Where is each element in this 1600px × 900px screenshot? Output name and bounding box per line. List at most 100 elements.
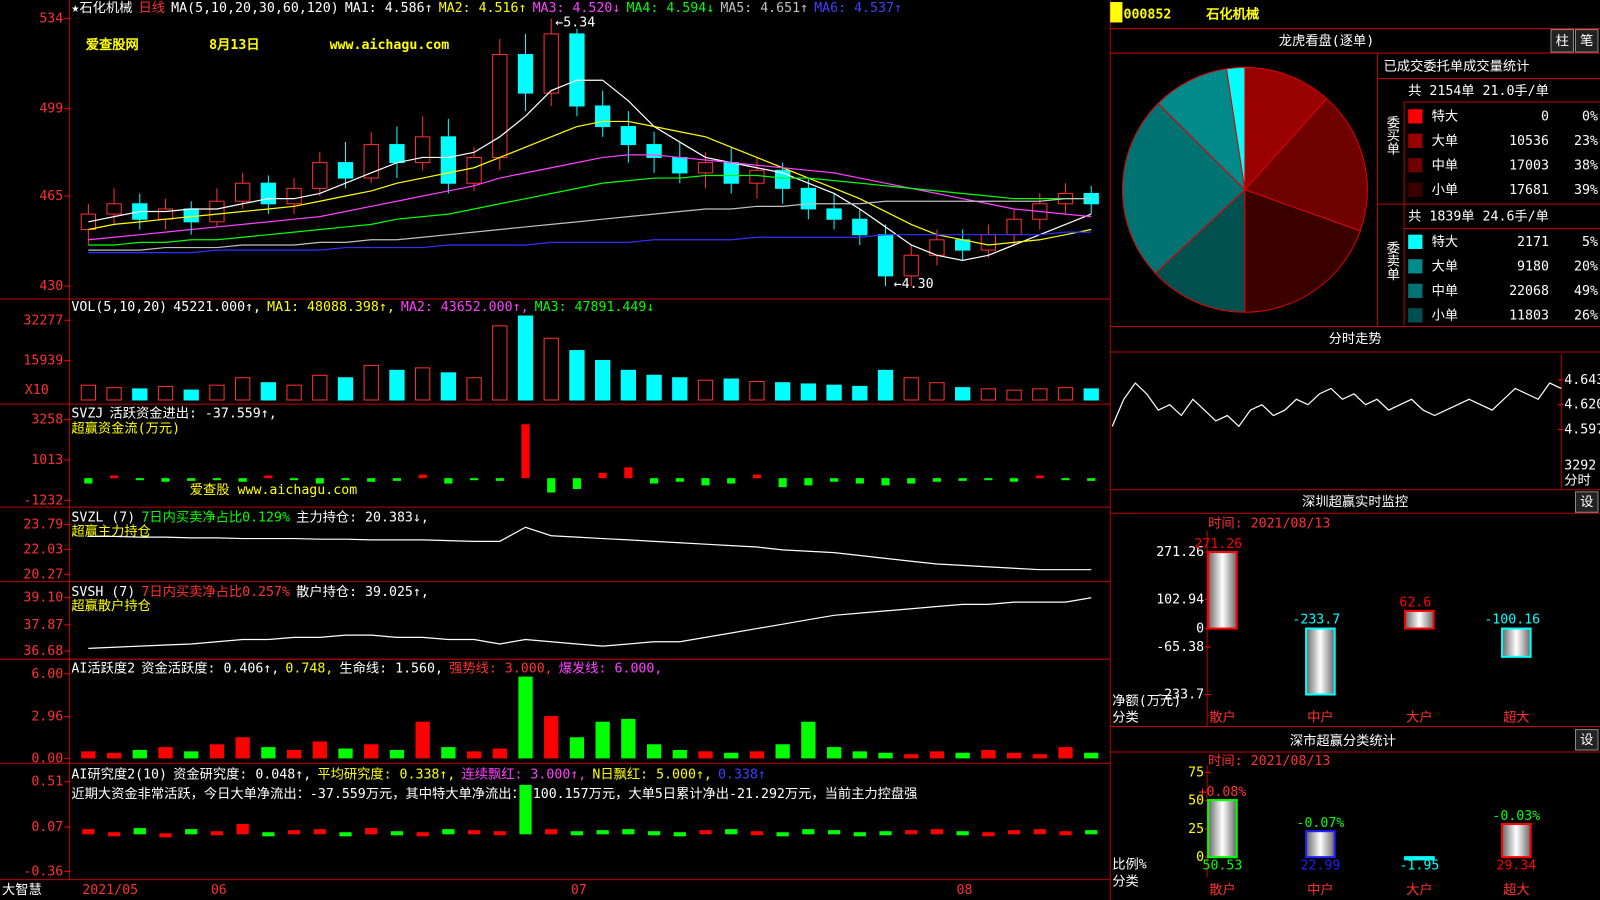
flow-bar	[187, 478, 196, 481]
category-label: 超大	[1503, 882, 1530, 898]
volume-bar	[1083, 388, 1099, 401]
button-label[interactable]: 笔	[1580, 33, 1593, 49]
button-label[interactable]: 柱	[1556, 33, 1569, 49]
annotation: ←4.30	[894, 277, 934, 292]
row-pct: 38%	[1574, 158, 1598, 173]
stats-bar	[1404, 856, 1435, 861]
y-tick-label: 20.27	[23, 567, 63, 582]
stats-change: -0.07%	[1296, 816, 1344, 831]
flow-bar	[624, 467, 633, 479]
y-tick-label: 465	[39, 189, 63, 204]
research-bar	[802, 829, 815, 835]
y-tick-label: 0.00	[31, 751, 63, 766]
button-label[interactable]: 设	[1580, 732, 1593, 748]
active-bar	[646, 744, 662, 759]
stats-change: -0.03%	[1492, 809, 1540, 824]
header-item: MA3: 47891.449↓	[535, 300, 655, 315]
group-label: 委卖单	[1384, 240, 1400, 281]
y-tick-label: 4.620	[1564, 398, 1600, 413]
pie-slice	[1157, 68, 1246, 192]
x-tick-label: 2021/05	[82, 883, 138, 898]
y-tick-label: 2.96	[31, 710, 63, 725]
y-tick-label: 499	[39, 102, 63, 117]
research-bar	[596, 830, 609, 835]
header-item: 7日内买卖净占比0.257%	[141, 584, 290, 600]
research-bar	[210, 831, 224, 836]
volume-bar	[389, 369, 405, 401]
volume-bar	[569, 350, 585, 401]
flow-bar	[572, 478, 582, 489]
volume-bar	[286, 384, 302, 401]
header-item: 散户持仓: 39.025↑,	[296, 583, 429, 600]
flow-bar	[701, 478, 710, 486]
series-line	[88, 231, 1092, 254]
header-item: MA5: 4.651↑	[720, 1, 808, 16]
monitor-y-label: 净额(万元)	[1112, 693, 1181, 709]
flow-bar	[752, 474, 762, 479]
candle-body	[672, 156, 688, 174]
active-bar	[209, 744, 225, 759]
intraday-volume-unit: 分时	[1564, 473, 1591, 489]
header-item: 活跃资金进出: -37.559↑,	[109, 405, 276, 421]
research-bar	[493, 831, 506, 836]
flow-bar	[418, 474, 427, 479]
y-tick-label: -233.7	[1156, 687, 1204, 702]
pie-slice	[1225, 66, 1246, 190]
button[interactable]	[1575, 729, 1599, 751]
pie-slice	[1244, 66, 1328, 192]
active-bar	[441, 747, 456, 759]
header-item: 连续飘红: 3.000↑,	[461, 766, 586, 782]
flow-bar	[315, 478, 324, 484]
flow-bar	[907, 478, 916, 484]
button[interactable]	[1575, 491, 1599, 513]
monitor-value: -100.16	[1484, 612, 1540, 627]
candle-body	[569, 33, 585, 107]
research-bar	[545, 829, 558, 835]
series-line	[88, 120, 1092, 246]
button[interactable]	[1575, 29, 1599, 53]
series-line	[88, 79, 1092, 262]
row-pct: 0%	[1582, 109, 1598, 124]
row-name: 小单	[1432, 307, 1459, 323]
volume-bar	[517, 315, 534, 401]
flow-bar	[238, 478, 247, 482]
panel-subtitle: 超赢资金流(万元)	[71, 420, 180, 437]
candle-body	[517, 53, 534, 94]
candle-body	[1006, 218, 1022, 236]
row-name: 大单	[1432, 258, 1459, 274]
y-tick-label: 6.00	[31, 667, 63, 682]
header-item: 爆发线: 6.000,	[559, 660, 663, 676]
candle-body	[209, 200, 225, 223]
flow-bar	[547, 478, 556, 493]
research-bar	[185, 829, 198, 835]
row-name: 特大	[1432, 108, 1459, 124]
research-bar	[159, 833, 172, 838]
flow-bar	[958, 478, 967, 481]
candle-body	[363, 144, 379, 179]
header-item: MA3: 4.520↓	[533, 1, 621, 16]
group-summary: 共 1839单 24.6手/单	[1408, 208, 1549, 224]
legend-swatch	[1408, 234, 1423, 249]
button[interactable]	[1550, 29, 1574, 53]
category-label: 超大	[1503, 709, 1530, 725]
y-tick-label: 430	[39, 279, 63, 294]
legend-swatch	[1408, 259, 1423, 274]
candle-body	[337, 162, 354, 179]
y-tick-label: 4.643	[1564, 373, 1600, 388]
research-bar	[287, 830, 301, 835]
header-item: 平均研究度: 0.338↑,	[317, 766, 455, 782]
active-bar	[1058, 747, 1073, 759]
volume-bar	[877, 369, 894, 401]
monitor-title: 深圳超赢实时监控	[1302, 493, 1408, 510]
active-bar	[955, 752, 970, 759]
category-label: 散户	[1209, 881, 1236, 898]
y-tick-label: 15939	[23, 354, 63, 369]
button-label[interactable]: 设	[1580, 494, 1593, 510]
legend-swatch	[1408, 109, 1423, 124]
active-bar	[1032, 754, 1047, 759]
category-label: 大户	[1406, 708, 1433, 725]
header-item: 0.748,	[285, 661, 333, 676]
header-item: 资金活跃度: 0.406↑,	[141, 660, 279, 676]
volume-bar	[183, 389, 199, 401]
